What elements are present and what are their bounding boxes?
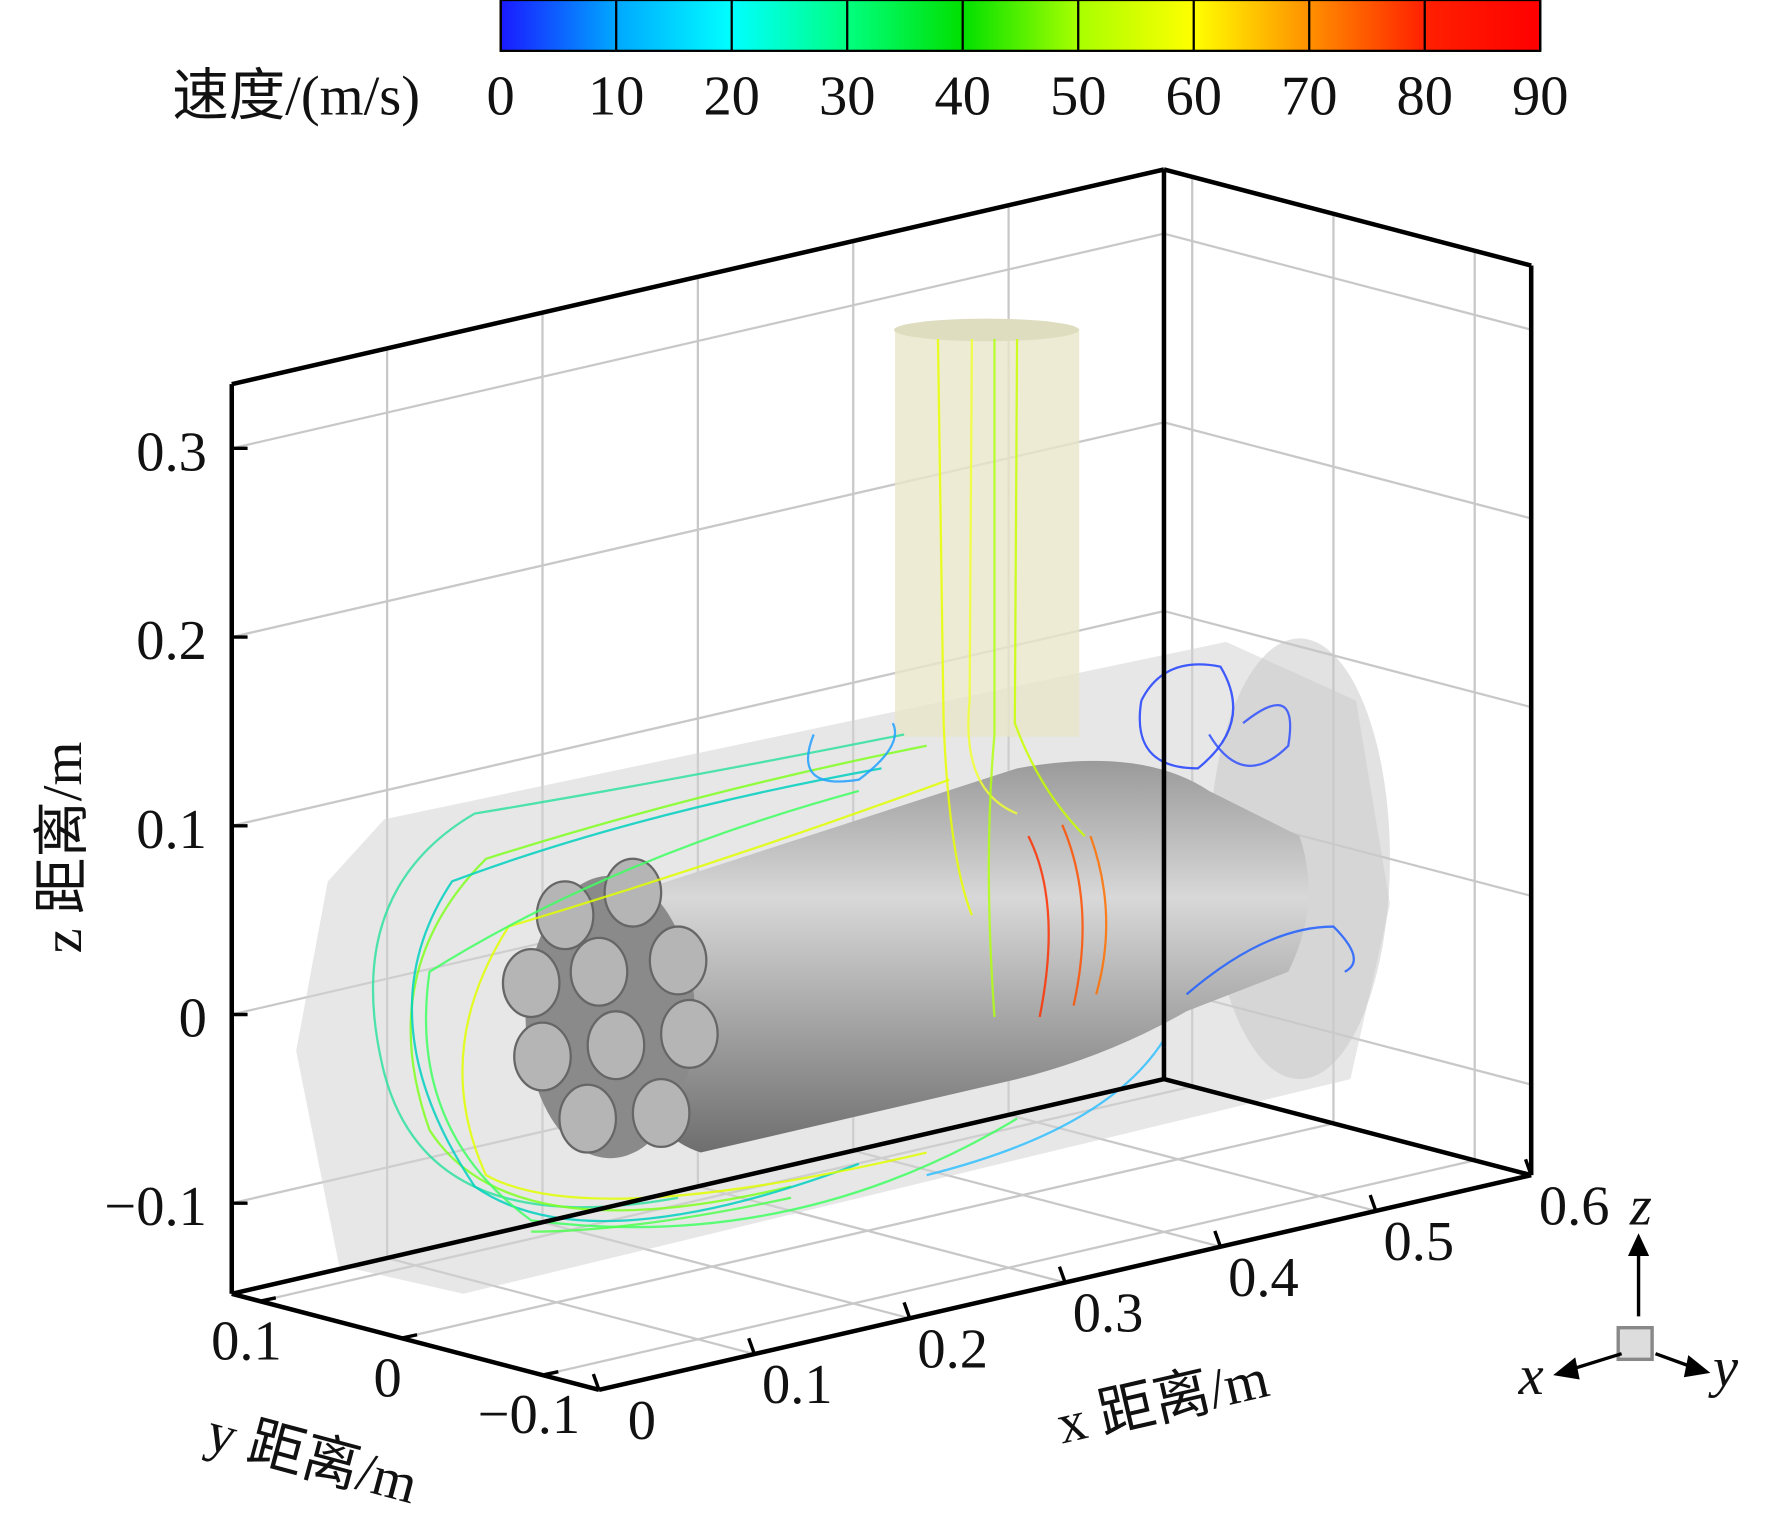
grid-line (542, 1159, 1475, 1377)
x-tick (902, 1301, 912, 1319)
y-tick-label: −0.1 (478, 1384, 580, 1446)
z-tick-label: 0.3 (136, 421, 207, 483)
grid-line (1163, 609, 1532, 709)
y-tick (542, 1370, 559, 1377)
z-tick-label: 0.1 (136, 799, 207, 861)
frame: −0.1 0 0.1 0.2 0.3 0 0.1 0.2 0.3 0.4 0.5 0.6 0.1 0 −0.… (104, 167, 1610, 1452)
colorbar-tick-label: 90 (1512, 66, 1568, 128)
inlet-pipe-top (893, 318, 1080, 342)
y-tick (259, 1296, 277, 1303)
y-axis-label: y 距离/m (200, 1401, 424, 1517)
streamlines (372, 338, 1355, 1233)
x-tick (1523, 1158, 1533, 1176)
y-tick-label: 0.1 (211, 1310, 282, 1372)
colorbar-tick-label: 60 (1165, 66, 1221, 128)
grid-line (1163, 421, 1532, 520)
x-tick (1057, 1266, 1067, 1284)
inlet-pipe (895, 329, 1080, 737)
x-tick (591, 1373, 601, 1391)
axis-edge (231, 1076, 1165, 1297)
triad (1553, 1233, 1711, 1380)
y-tick-label: 0 (374, 1347, 402, 1409)
grid-line (1163, 232, 1532, 331)
z-tick-label: −0.1 (104, 1176, 206, 1238)
colorbar-tick-label: 10 (588, 66, 644, 128)
triad-x-label: x (1518, 1345, 1544, 1407)
axis-edge (231, 167, 1165, 387)
triad-z-label: z (1629, 1175, 1652, 1237)
z-axis-label: z 距离/m (32, 742, 94, 954)
grid-line (400, 1122, 1334, 1340)
colorbar-tick-label: 50 (1050, 66, 1106, 128)
z-tick-label: 0 (179, 988, 207, 1050)
colorbar-tick-label: 70 (1281, 66, 1337, 128)
nozzles (501, 857, 719, 1154)
x-tick-label: 0.6 (1539, 1175, 1610, 1237)
axis-edge (1163, 1076, 1532, 1178)
geometry (296, 318, 1390, 1294)
x-tick-label: 0.4 (1228, 1247, 1299, 1309)
y-tick (400, 1333, 418, 1340)
x-tick-label: 0.1 (762, 1354, 833, 1416)
x-tick (1213, 1230, 1223, 1248)
colorbar-tick-label: 80 (1396, 66, 1452, 128)
colorbar-label: 速度/(m/s) (172, 66, 420, 128)
axis-edge (1163, 167, 1532, 268)
x-tick (1368, 1194, 1378, 1212)
x-tick (747, 1337, 756, 1355)
triad-y-label: y (1708, 1337, 1739, 1399)
x-tick-label: 0.2 (917, 1318, 988, 1380)
x-tick-label: 0.5 (1383, 1211, 1454, 1273)
combustor-liner (610, 760, 1309, 1153)
grid-line (231, 232, 1165, 450)
z-tick-label: 0.2 (136, 610, 207, 672)
axis-edge (231, 1291, 600, 1393)
x-tick-label: 0 (628, 1390, 656, 1452)
colorbar-tick-label: 20 (703, 66, 759, 128)
colorbar-tick-label: 0 (487, 66, 515, 128)
colorbar-tick-label: 40 (934, 66, 990, 128)
colorbar (499, 0, 1542, 52)
x-axis-label: x 距离/m (1051, 1347, 1274, 1456)
colorbar-tick-label: 30 (819, 66, 875, 128)
x-tick-label: 0.3 (1073, 1283, 1144, 1345)
